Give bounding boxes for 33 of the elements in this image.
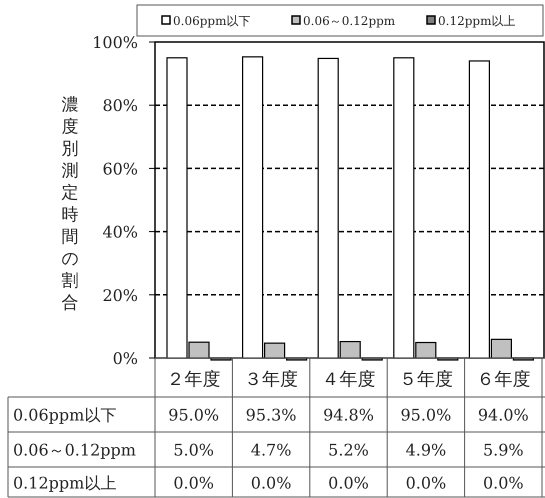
x-tick-label: ４年度 xyxy=(322,369,376,390)
data-label: 4.9% xyxy=(406,440,446,460)
text: 0.06～0.12ppm xyxy=(13,440,136,460)
legend-label: 0.06～0.12ppm xyxy=(303,14,396,28)
x-tick-label: ５年度 xyxy=(398,369,453,390)
data-label: 4.7% xyxy=(250,440,292,460)
y-tick-label: 40% xyxy=(102,222,138,242)
data-label: 0.0% xyxy=(250,474,292,492)
data-label: 95.3% xyxy=(246,406,297,424)
legend-label: 0.06ppm以下 xyxy=(173,14,250,28)
text: 0.12ppm以上 xyxy=(13,474,116,492)
y-tick-label: 80% xyxy=(102,96,138,116)
x-tick-label: ６年度 xyxy=(476,369,530,390)
data-label: 94.0% xyxy=(478,406,529,424)
data-label: 5.9% xyxy=(482,440,524,460)
y-tick-label: 100% xyxy=(92,33,138,52)
data-label: 0.0% xyxy=(328,474,369,492)
data-label: 0.0% xyxy=(406,474,446,492)
y-tick-label: 60% xyxy=(102,159,138,178)
data-label: 5.2% xyxy=(328,440,369,460)
data-label: 5.0% xyxy=(173,440,214,460)
data-label: 0.0% xyxy=(173,474,214,492)
text: 濃度別測定時間の割合 xyxy=(62,95,78,313)
data-label: 95.0% xyxy=(400,406,452,424)
data-label: 95.0% xyxy=(168,406,220,424)
data-label: 0.0% xyxy=(482,474,524,492)
x-tick-label: ２年度 xyxy=(166,369,221,390)
data-label: 94.8% xyxy=(323,406,374,424)
y-tick-label: 20% xyxy=(102,286,138,305)
x-tick-label: ３年度 xyxy=(244,369,298,390)
legend-label: 0.12ppm以上 xyxy=(438,14,516,28)
y-tick-label: 0% xyxy=(112,349,138,368)
text: 0.06ppm以下 xyxy=(13,406,116,424)
